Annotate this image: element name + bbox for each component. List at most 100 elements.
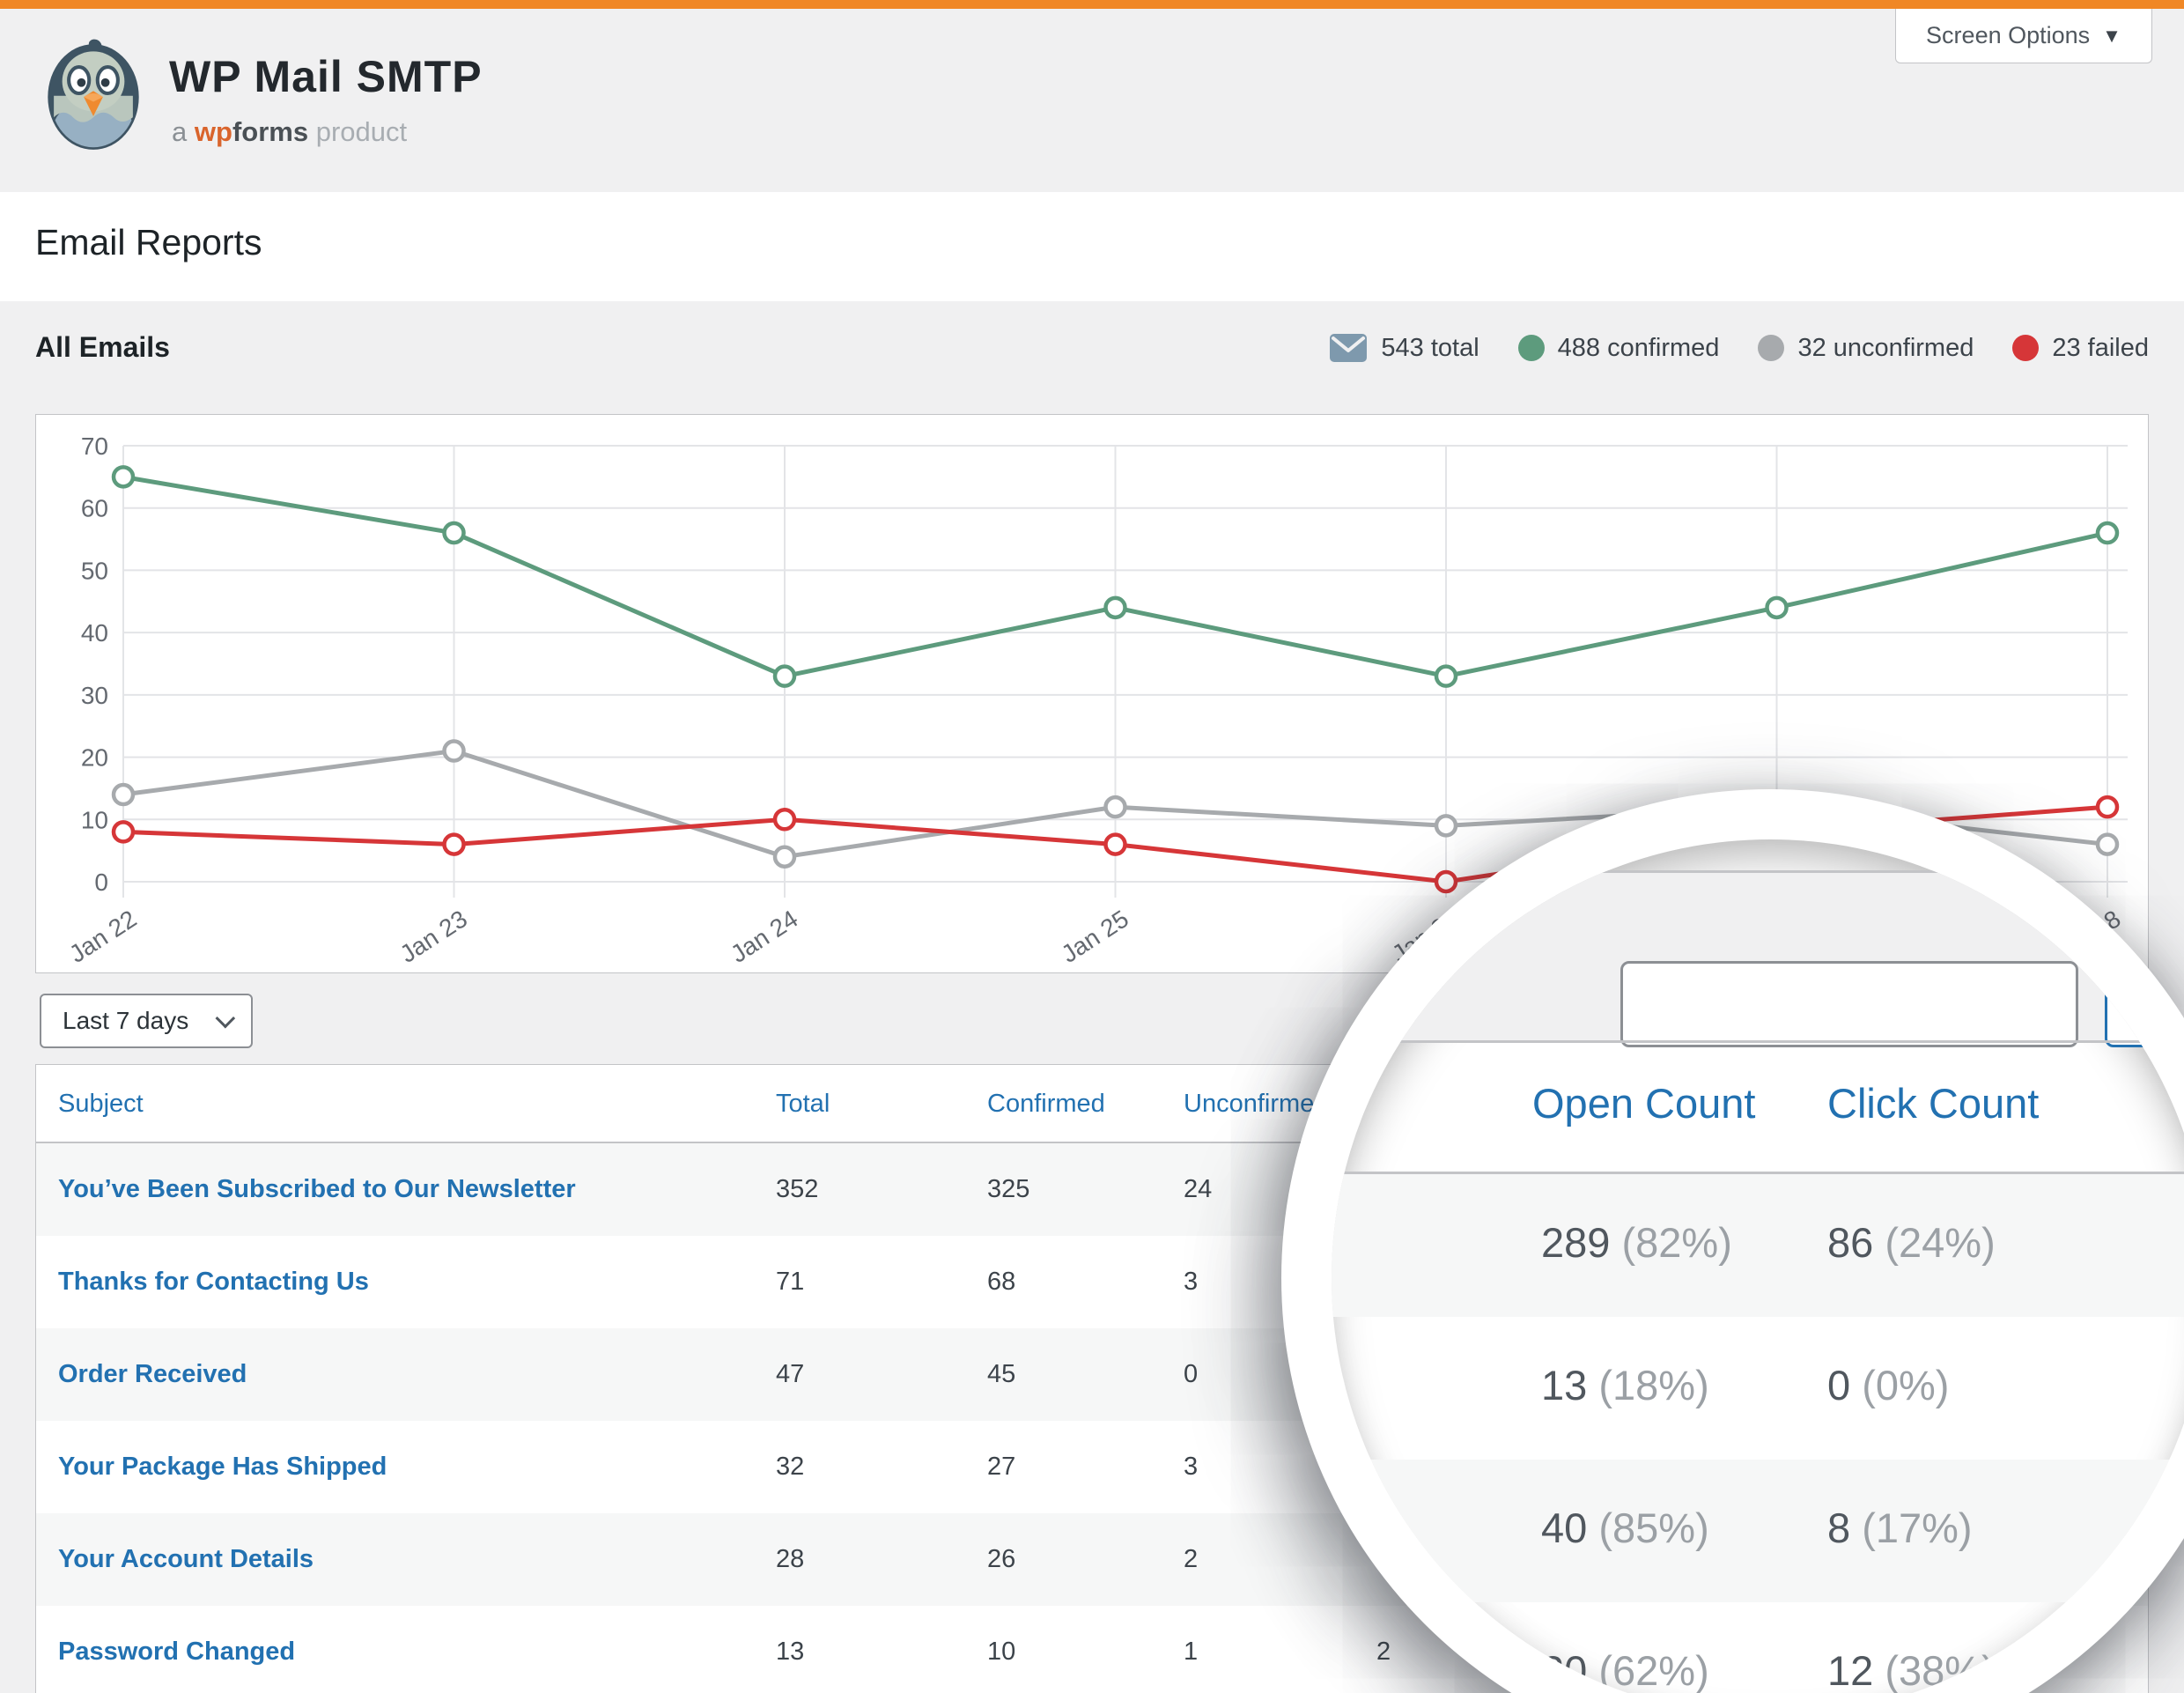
magnified-row: 20 (62%) 12 (38%) bbox=[1332, 1602, 2184, 1693]
y-tick-label: 0 bbox=[94, 869, 108, 896]
wp-mail-smtp-pigeon-logo bbox=[48, 39, 139, 150]
failed-dot-icon bbox=[2012, 335, 2040, 361]
open-count-value: 13 (18%) bbox=[1541, 1362, 1709, 1408]
legend-item-failed: 23 failed bbox=[2012, 334, 2149, 363]
total-value: 71 bbox=[776, 1268, 805, 1296]
total-value: 13 bbox=[776, 1638, 805, 1666]
column-header-subject[interactable]: Subject bbox=[58, 1090, 144, 1118]
unconfirmed-value: 1 bbox=[1184, 1638, 1199, 1666]
data-point-unconfirmed bbox=[1103, 795, 1127, 819]
date-range-value: Last 7 days bbox=[63, 1007, 189, 1034]
wpforms-wordmark: wp bbox=[194, 116, 232, 147]
total-value: 47 bbox=[776, 1360, 805, 1388]
subject-link[interactable]: You’ve Been Subscribed to Our Newsletter bbox=[58, 1175, 576, 1203]
unconfirmed-value: 3 bbox=[1184, 1453, 1199, 1481]
title-band: Email Reports bbox=[0, 192, 2184, 301]
confirmed-value: 10 bbox=[987, 1638, 1016, 1666]
data-point-confirmed bbox=[1765, 595, 1789, 620]
magnified-toolbar bbox=[1332, 873, 2184, 1047]
brand-tagline: a wpforms product bbox=[172, 116, 408, 147]
envelope-icon bbox=[1330, 334, 1368, 362]
magnified-row: 13 (18%) 0 (0%) bbox=[1332, 1317, 2184, 1460]
date-range-select[interactable]: Last 7 days bbox=[40, 994, 253, 1048]
screen-options-button[interactable]: Screen Options ▼ bbox=[1895, 9, 2152, 63]
data-point-unconfirmed bbox=[2095, 832, 2120, 856]
data-point-unconfirmed bbox=[111, 782, 136, 807]
y-tick-label: 30 bbox=[81, 682, 108, 709]
click-count-value: 8 (17%) bbox=[1827, 1504, 1973, 1551]
chevron-down-icon bbox=[215, 1008, 236, 1029]
data-point-failed bbox=[772, 808, 797, 832]
data-point-confirmed bbox=[1103, 595, 1127, 620]
data-point-failed bbox=[442, 832, 466, 856]
confirmed-value: 26 bbox=[987, 1545, 1016, 1573]
y-tick-label: 20 bbox=[81, 744, 108, 772]
data-point-confirmed bbox=[772, 664, 797, 688]
data-point-unconfirmed bbox=[442, 739, 466, 763]
magnifier-bubble: Open Count Click Count 289 (82%) 86 (24%… bbox=[1281, 789, 2184, 1693]
column-header-unconfirmed[interactable]: Unconfirmed bbox=[1184, 1090, 1329, 1118]
click-count-value: 0 (0%) bbox=[1827, 1362, 1950, 1408]
page-title: Email Reports bbox=[35, 222, 262, 262]
screen-options-label: Screen Options bbox=[1926, 22, 2091, 48]
confirmed-value: 68 bbox=[987, 1268, 1016, 1296]
subject-link[interactable]: Your Package Has Shipped bbox=[58, 1453, 387, 1481]
data-point-unconfirmed bbox=[772, 845, 797, 869]
confirmed-value: 45 bbox=[987, 1360, 1016, 1388]
confirmed-value: 325 bbox=[987, 1175, 1030, 1203]
total-value: 28 bbox=[776, 1545, 805, 1573]
click-count-value: 86 (24%) bbox=[1827, 1219, 1996, 1266]
magnifier-content: Open Count Click Count 289 (82%) 86 (24%… bbox=[1332, 839, 2184, 1693]
magnified-table-border bbox=[1332, 1040, 2184, 1043]
confirmed-value: 27 bbox=[987, 1453, 1016, 1481]
data-point-failed bbox=[1103, 832, 1127, 856]
chart-legend: 543 total 488 confirmed 32 unconfirmed 2… bbox=[1290, 326, 2149, 370]
column-header-confirmed[interactable]: Confirmed bbox=[987, 1090, 1105, 1118]
app-header: WP Mail SMTP a wpforms product bbox=[0, 9, 2184, 192]
y-tick-label: 70 bbox=[81, 432, 108, 460]
x-tick-label: Jan 22 bbox=[64, 905, 141, 968]
open-count-value: 40 (85%) bbox=[1541, 1504, 1709, 1551]
data-point-confirmed bbox=[2095, 521, 2120, 545]
y-tick-label: 10 bbox=[81, 806, 108, 833]
table-row: Thanks for Contacting Us 71 68 3 bbox=[36, 1236, 2148, 1328]
data-point-unconfirmed bbox=[1434, 814, 1458, 838]
open-count-value: 20 (62%) bbox=[1541, 1647, 1709, 1693]
column-header-open-count[interactable]: Open Count bbox=[1532, 1080, 1756, 1127]
unconfirmed-dot-icon bbox=[1758, 335, 1785, 361]
column-header-click-count[interactable]: Click Count bbox=[1827, 1080, 2040, 1127]
data-point-failed bbox=[2095, 795, 2120, 819]
unconfirmed-value: 24 bbox=[1184, 1175, 1213, 1203]
search-button[interactable] bbox=[2105, 961, 2184, 1047]
legend-label: 32 unconfirmed bbox=[1797, 333, 1974, 362]
unconfirmed-value: 3 bbox=[1184, 1268, 1199, 1296]
x-tick-label: Jan 24 bbox=[726, 905, 802, 968]
magnified-row: 40 (85%) 8 (17%) bbox=[1332, 1460, 2184, 1602]
brand-title: WP Mail SMTP bbox=[169, 52, 483, 101]
data-point-confirmed bbox=[442, 521, 466, 545]
legend-item-confirmed: 488 confirmed bbox=[1517, 333, 1720, 363]
magnified-header-underline bbox=[1332, 1172, 2184, 1174]
table-row: Password Changed 13 10 1 2 bbox=[36, 1606, 2148, 1693]
search-input[interactable] bbox=[1620, 961, 2078, 1047]
subject-link[interactable]: Thanks for Contacting Us bbox=[58, 1268, 369, 1296]
subject-link[interactable]: Password Changed bbox=[58, 1638, 296, 1666]
open-count-value: 289 (82%) bbox=[1541, 1219, 1732, 1266]
accent-topbar bbox=[0, 0, 2184, 9]
magnified-row: 289 (82%) 86 (24%) bbox=[1332, 1174, 2184, 1317]
subject-link[interactable]: Your Account Details bbox=[58, 1545, 314, 1573]
subject-link[interactable]: Order Received bbox=[58, 1360, 247, 1388]
data-point-confirmed bbox=[111, 465, 136, 489]
y-tick-label: 50 bbox=[81, 557, 108, 584]
legend-label: 543 total bbox=[1381, 333, 1479, 362]
magnified-card-border bbox=[1332, 870, 2184, 873]
table-row: Your Package Has Shipped 32 27 3 bbox=[36, 1421, 2148, 1513]
legend-label: 23 failed bbox=[2052, 333, 2149, 362]
chevron-down-icon: ▼ bbox=[2102, 24, 2121, 47]
legend-item-total: 543 total bbox=[1329, 333, 1479, 363]
unconfirmed-value: 2 bbox=[1184, 1545, 1199, 1573]
column-header-total[interactable]: Total bbox=[776, 1090, 830, 1118]
y-tick-label: 40 bbox=[81, 619, 108, 647]
legend-label: 488 confirmed bbox=[1557, 333, 1720, 362]
